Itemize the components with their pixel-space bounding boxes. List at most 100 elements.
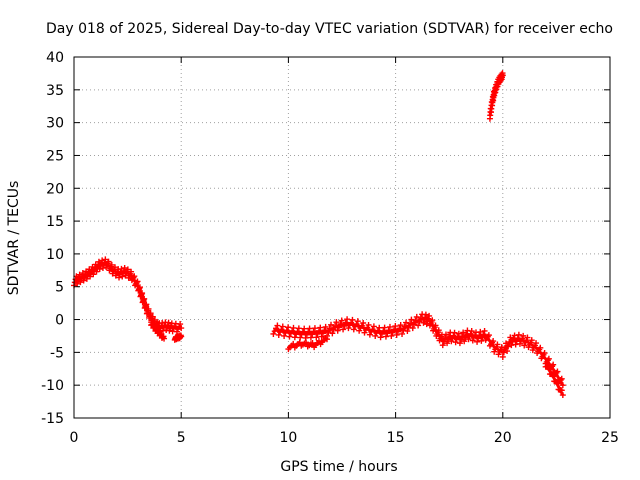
data-point [334, 327, 341, 334]
data-point [291, 334, 298, 341]
data-point [275, 331, 282, 338]
data-point [112, 264, 119, 271]
data-point [313, 334, 320, 341]
data-point [381, 324, 388, 331]
data-point [333, 319, 340, 326]
data-point [90, 271, 97, 278]
chart-title: Day 018 of 2025, Sidereal Day-to-day VTE… [46, 21, 613, 37]
data-point [442, 331, 449, 338]
data-point [420, 319, 427, 326]
data-point [468, 328, 475, 335]
y-tick-label: -15 [41, 411, 64, 427]
x-tick-label: 25 [601, 430, 619, 446]
data-point [329, 330, 336, 337]
data-point [279, 323, 286, 330]
data-point [451, 329, 458, 336]
data-point [80, 277, 87, 284]
series-7 [486, 70, 506, 122]
data-point [393, 331, 400, 338]
series-1 [71, 256, 185, 335]
data-point [119, 273, 126, 280]
data-point [77, 279, 84, 286]
data-point [83, 275, 90, 282]
data-point [286, 333, 293, 340]
data-series [71, 70, 566, 399]
data-point [444, 340, 451, 347]
data-point [128, 268, 135, 275]
data-point [524, 334, 531, 341]
series-trace [544, 363, 565, 396]
data-point [439, 342, 446, 349]
data-point [386, 323, 393, 330]
y-tick-label: 25 [46, 148, 64, 164]
series-6 [542, 363, 566, 399]
data-point [307, 334, 314, 341]
data-point [499, 353, 506, 360]
data-point [461, 338, 468, 345]
data-point [413, 313, 420, 320]
y-tick-label: 0 [55, 313, 64, 329]
y-tick-label: 15 [46, 214, 64, 230]
series-trace [488, 74, 504, 117]
y-tick-label: 35 [46, 83, 64, 99]
data-point [121, 264, 128, 271]
data-point [301, 325, 308, 332]
plot-frame [73, 56, 611, 419]
data-point [340, 326, 347, 333]
x-tick-label: 10 [279, 430, 297, 446]
data-point [322, 323, 329, 330]
y-tick-label: 5 [55, 280, 64, 296]
series-trace [174, 335, 182, 340]
data-point [469, 337, 476, 344]
data-point [377, 334, 384, 341]
data-point [93, 268, 100, 275]
data-point [116, 274, 123, 281]
data-point [382, 333, 389, 340]
data-point [318, 333, 325, 340]
data-point [474, 338, 481, 345]
x-tick-label: 0 [70, 430, 79, 446]
y-tick-label: 40 [46, 50, 64, 66]
data-point [354, 318, 361, 325]
data-point [426, 312, 433, 319]
data-point [370, 323, 377, 330]
data-point [177, 321, 184, 328]
data-point [460, 329, 467, 336]
x-tick-label: 15 [387, 430, 405, 446]
data-point [408, 316, 415, 323]
data-point [520, 332, 527, 339]
series-trace [149, 322, 166, 340]
series-4 [270, 311, 566, 389]
x-tick-label: 5 [177, 430, 186, 446]
data-point [404, 328, 411, 335]
x-tick-label: 20 [494, 430, 512, 446]
data-point [349, 316, 356, 323]
data-point [481, 327, 488, 334]
data-point [99, 265, 106, 272]
data-point [422, 311, 429, 318]
data-point [448, 338, 455, 345]
data-point [397, 322, 404, 329]
data-point [388, 332, 395, 339]
data-point [285, 324, 292, 331]
data-point [478, 337, 485, 344]
data-point [344, 316, 351, 323]
series-trace [273, 316, 565, 386]
data-point [452, 339, 459, 346]
data-point [311, 325, 318, 332]
series-3 [171, 332, 185, 343]
data-point [96, 266, 103, 273]
data-point [455, 330, 462, 337]
data-point [306, 325, 313, 332]
data-point [295, 325, 302, 332]
data-point [274, 322, 281, 329]
data-point [403, 319, 410, 326]
y-tick-label: -10 [41, 378, 64, 394]
data-point [124, 266, 131, 273]
series-trace [288, 337, 328, 349]
data-point [102, 256, 109, 263]
y-tick-label: -5 [50, 345, 64, 361]
data-point [328, 321, 335, 328]
data-point [317, 324, 324, 331]
data-point [392, 323, 399, 330]
